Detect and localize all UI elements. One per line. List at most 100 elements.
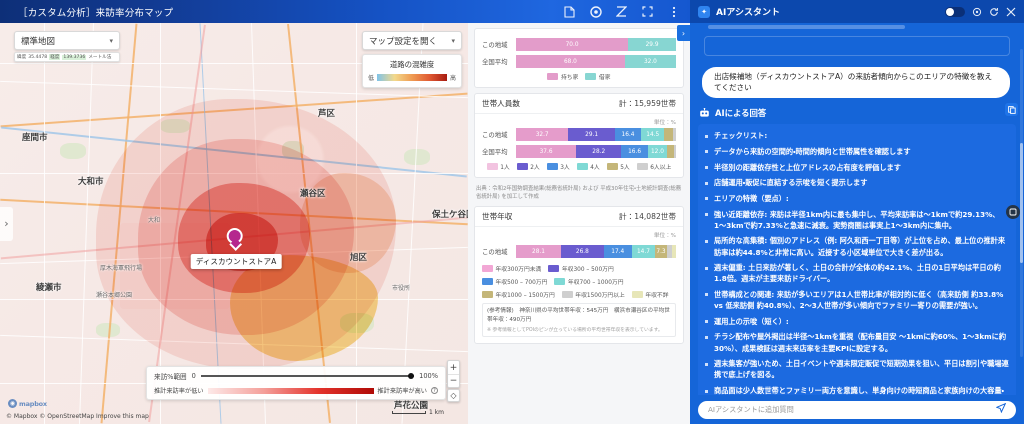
visit-rate-low-label: 推計来訪率が低い [154, 388, 204, 395]
ai-question-input[interactable]: AIアシスタントに追加質問 [698, 400, 1016, 419]
bar-segment: 68.0 [516, 55, 625, 68]
list-item: 週末偏重: 土日来訪が著しく、土日の合計が全体の約42.1%、土日の1日平均は平… [700, 262, 1010, 284]
close-icon[interactable] [1005, 6, 1016, 17]
legend-item: 4人 [576, 162, 600, 171]
basemap-select[interactable]: 標準地図 ▾ [14, 31, 120, 50]
legend-label: 2人 [530, 165, 540, 171]
bar-segment [666, 245, 673, 259]
lat-value: 35.4478 [28, 54, 48, 60]
map-label-small: 瀬谷本郷公園 [96, 292, 133, 299]
table-row: 全国平均 37.6 28.2 16.6 12.0 [482, 145, 676, 158]
legend-item: 5人 [606, 162, 630, 171]
legend-item: 持ち家 [547, 72, 578, 81]
scrollbar-thumb[interactable] [1020, 143, 1023, 263]
legend-label: 借家 [598, 75, 611, 81]
legend-item: 2人 [516, 162, 540, 171]
map-label: 保土ケ谷区 [432, 210, 468, 220]
stacked-bar: 32.7 29.1 16.4 14.5 [516, 128, 676, 141]
store-marker-label: ディスカウントストアA [190, 254, 282, 269]
map-settings-select[interactable]: マップ設定を開く ▾ [362, 31, 462, 50]
bar-segment: 32.0 [624, 55, 676, 68]
visit-range-slider[interactable]: 来訪%範囲 0 100% [154, 371, 438, 381]
copy-icon[interactable] [1005, 103, 1018, 117]
map-zoom-controls[interactable]: + − [447, 360, 460, 388]
table-row: 全国平均 68.0 32.0 [482, 55, 676, 68]
stats-collapse-button[interactable]: › [677, 25, 690, 41]
slider-knob[interactable] [408, 373, 415, 379]
legend-label: 6人以上 [650, 165, 672, 171]
visit-rate-high-label: 推計来訪率が高い [377, 388, 428, 395]
legend-item: 年収700 – 1000万円 [554, 277, 624, 286]
legend-label: 年収1000 – 1500万円 [495, 293, 555, 300]
map-settings-control: マップ設定を開く ▾ 道路の混雑度 低 高 [362, 31, 462, 88]
legend-label: 年収1500万円以上 [575, 293, 625, 300]
export-icon[interactable] [615, 5, 628, 18]
ai-conversation[interactable]: 出店候補地（ディスカウントストアA）の来訪者傾向からこのエリアの特徴を教えてくだ… [690, 23, 1024, 395]
zoom-in-button[interactable]: + [449, 362, 458, 373]
map-container[interactable]: 座間市 大和市 綾瀬市 旭区 保土ケ谷区 芦区 瀬谷区 芦花公園 大和 厚木海軍… [0, 23, 468, 424]
send-icon[interactable] [995, 402, 1007, 416]
document-icon[interactable] [563, 5, 576, 18]
bar-segment [664, 128, 674, 141]
visit-rate-gradient [207, 387, 374, 394]
floating-action-icon[interactable] [1006, 205, 1020, 219]
refresh-icon[interactable] [988, 6, 999, 17]
legend-label: 年収不詳 [645, 293, 669, 300]
map-attribution[interactable]: © Mapbox © OpenStreetMap Improve this ma… [6, 413, 149, 420]
bar-segment: 29.9 [628, 38, 676, 51]
stats-column: › この地域 70.0 29.9 全国平均 [468, 23, 690, 424]
row-label: この地域 [482, 248, 508, 257]
congestion-high-label: 高 [449, 75, 456, 82]
fullscreen-icon[interactable] [641, 5, 654, 18]
bar-segment: 14.7 [631, 245, 656, 259]
chevron-down-icon: ▾ [451, 36, 455, 45]
map-settings-value: マップ設定を開く [369, 36, 438, 47]
legend-item: 年収1000 – 1500万円 [482, 290, 555, 299]
card-body: 単位：% この地域 28.1 26.8 17.4 14.7 7.3 [475, 227, 683, 343]
ai-mode-toggle[interactable] [945, 6, 965, 17]
bar-segment [673, 145, 676, 158]
zoom-out-button[interactable]: − [448, 374, 459, 386]
help-icon[interactable]: ? [431, 387, 438, 394]
legend-label: 1人 [500, 165, 510, 171]
visit-range-max: 100% [419, 372, 438, 380]
bar-segment [673, 128, 676, 141]
bar-segment: 16.4 [614, 128, 642, 141]
page-title: ［カスタム分析］来訪率分布マップ [18, 7, 174, 19]
bar-segment: 17.4 [603, 245, 632, 259]
map-canvas[interactable]: 座間市 大和市 綾瀬市 旭区 保土ケ谷区 芦区 瀬谷区 芦花公園 大和 厚木海軍… [0, 23, 468, 424]
mapbox-logo: ◉ mapbox [8, 399, 47, 408]
row-label: この地域 [482, 41, 508, 49]
legend-item: 年収1500万円以上 [561, 290, 625, 300]
panel-expand-left-button[interactable]: › [0, 206, 13, 241]
map-pin-icon[interactable] [226, 228, 245, 252]
map-scale-text: 1 km [428, 409, 444, 416]
compass-icon[interactable]: ◇ [447, 389, 460, 402]
window-titlebar: ［カスタム分析］来訪率分布マップ [0, 0, 690, 23]
store-marker[interactable]: ディスカウントストアA [190, 228, 282, 269]
congestion-low-label: 低 [368, 75, 375, 82]
map-basemap-control: 標準地図 ▾ 緯度 35.4478 経度 139.3736 メートル法 [14, 31, 120, 62]
card-ownership: この地域 70.0 29.9 全国平均 68.0 32.0 [474, 28, 684, 88]
legend-item: 6人以上 [636, 162, 672, 171]
bar-segment: 26.8 [560, 245, 604, 259]
lon-value: 139.3736 [62, 54, 87, 60]
visit-rate-sector-east [300, 173, 396, 273]
map-scalebar: 1 km [391, 409, 444, 416]
row-label: 全国平均 [482, 58, 508, 66]
card-household-size: 世帯人員数 計：15,959世帯 単位：% この地域 32.7 29.1 16.… [474, 93, 684, 178]
card-body: 単位：% この地域 32.7 29.1 16.4 14.5 [475, 114, 683, 177]
slider-track[interactable] [200, 373, 415, 379]
globe-icon[interactable] [589, 5, 602, 18]
list-item: 強い近距離依存: 来訪は半径1km内に最も集中し、平均来訪率は〜1kmで約29.… [700, 209, 1010, 231]
settings-icon[interactable] [971, 6, 982, 17]
legend-label: 年収500 – 700万円 [495, 280, 548, 287]
more-vert-icon[interactable] [667, 5, 680, 18]
map-label: 旭区 [350, 253, 368, 263]
card-unit: 単位：% [653, 233, 676, 240]
visit-range-label: 来訪%範囲 [154, 373, 187, 381]
titlebar-actions [563, 5, 684, 18]
list-item: 運用上の示唆（短く）: [700, 316, 1010, 327]
row-label: 全国平均 [482, 148, 508, 156]
